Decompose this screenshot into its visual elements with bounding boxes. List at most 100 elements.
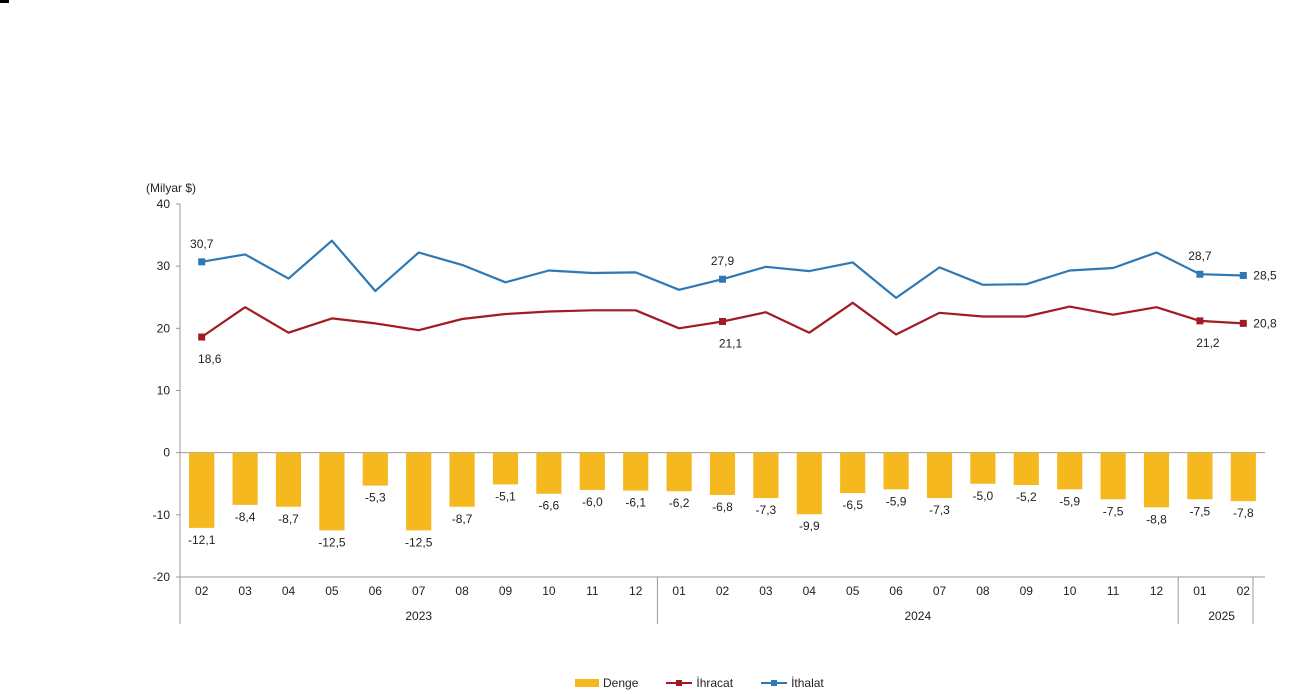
series-value-label: 18,6: [198, 352, 222, 366]
corner-mark: [0, 0, 9, 3]
legend-item-denge: Denge: [575, 676, 638, 690]
x-month-label: 09: [1020, 584, 1034, 598]
denge-value-label: -9,9: [799, 519, 820, 533]
denge-value-label: -7,5: [1103, 504, 1124, 518]
y-tick-label: 20: [157, 321, 171, 335]
denge-value-label: -6,5: [842, 498, 863, 512]
denge-bar: [753, 452, 779, 499]
x-month-label: 05: [846, 584, 860, 598]
axes-layer: 40 30 20 10 0 -10 -20 02 03 04 05 06 07 08 09 10 11 12 01 0…: [153, 197, 1265, 624]
series-marker: [198, 258, 206, 266]
denge-value-label: -8,4: [235, 510, 256, 524]
denge-value-label: -12,1: [188, 533, 216, 547]
denge-bar: [232, 452, 258, 505]
series-marker: [1196, 317, 1204, 325]
lines-layer: [198, 239, 1247, 341]
y-tick-label: -10: [153, 508, 171, 522]
x-month-label: 03: [759, 584, 773, 598]
denge-value-label: -8,8: [1146, 512, 1167, 526]
bars-layer: [189, 452, 1256, 531]
denge-bar: [1187, 452, 1213, 500]
x-month-label: 11: [586, 584, 599, 598]
x-month-label: 03: [238, 584, 252, 598]
denge-bar: [579, 452, 605, 490]
series-value-label: 28,7: [1188, 249, 1212, 263]
legend-item-ihracat: İhracat: [666, 676, 733, 690]
series-line-İthalat: [201, 239, 1244, 299]
x-month-label: 04: [282, 584, 296, 598]
denge-bar: [319, 452, 345, 531]
legend-swatch-ithalat: [761, 680, 788, 686]
denge-bar: [796, 452, 822, 515]
denge-value-label: -6,0: [582, 495, 603, 509]
series-marker: [1239, 271, 1247, 279]
y-tick-label: 10: [157, 384, 171, 398]
y-tick-label: -20: [153, 570, 171, 584]
x-month-label: 11: [1107, 584, 1120, 598]
legend-swatch-denge: [575, 679, 599, 687]
legend-swatch-ihracat: [666, 680, 693, 686]
x-month-label: 02: [1237, 584, 1251, 598]
denge-bar: [1100, 452, 1126, 500]
legend-label-denge: Denge: [603, 676, 639, 690]
denge-value-label: -6,2: [669, 496, 690, 510]
x-month-label: 02: [716, 584, 730, 598]
y-tick-label: 40: [157, 197, 171, 211]
denge-bar: [666, 452, 692, 492]
denge-value-label: -5,9: [1059, 494, 1080, 508]
denge-bar: [883, 452, 909, 490]
series-marker: [1239, 319, 1247, 327]
legend-label-ihracat: İhracat: [696, 676, 734, 690]
x-month-label: 04: [803, 584, 817, 598]
denge-bar: [1013, 452, 1039, 485]
denge-value-label: -5,3: [365, 491, 386, 505]
x-month-label: 10: [542, 584, 556, 598]
x-month-label: 10: [1063, 584, 1077, 598]
series-value-label: 20,8: [1253, 316, 1277, 330]
denge-value-label: -7,5: [1190, 504, 1211, 518]
denge-value-label: -5,9: [886, 494, 907, 508]
series-marker: [719, 275, 726, 283]
denge-bar: [449, 452, 475, 507]
legend-item-ithalat: İthalat: [761, 676, 824, 690]
x-year-label: 2024: [904, 609, 931, 623]
x-month-label: 06: [889, 584, 903, 598]
x-month-label: 12: [629, 584, 643, 598]
denge-value-label: -8,7: [452, 512, 473, 526]
legend-label-ithalat: İthalat: [791, 676, 824, 690]
denge-bar: [926, 452, 953, 499]
denge-value-label: -7,8: [1233, 506, 1254, 520]
x-year-label: 2025: [1208, 609, 1235, 623]
denge-bar: [406, 452, 432, 531]
series-marker: [1196, 270, 1204, 278]
denge-value-label: -5,1: [495, 489, 516, 503]
denge-value-label: -6,6: [539, 499, 560, 513]
series-marker: [719, 317, 726, 325]
x-month-label: 07: [412, 584, 426, 598]
unit-label: (Milyar $): [146, 181, 196, 195]
series-value-label: 21,1: [719, 336, 743, 350]
x-month-label: 08: [976, 584, 990, 598]
x-month-label: 06: [369, 584, 383, 598]
denge-value-label: -12,5: [405, 535, 433, 549]
denge-value-label: -12,5: [318, 535, 346, 549]
x-year-label: 2023: [405, 609, 432, 623]
x-month-label: 01: [672, 584, 686, 598]
denge-value-label: -6,8: [712, 500, 733, 514]
x-month-label: 07: [933, 584, 947, 598]
denge-bar: [1143, 452, 1170, 508]
x-month-label: 01: [1193, 584, 1207, 598]
denge-value-label: -8,7: [278, 512, 299, 526]
denge-bar: [1230, 452, 1256, 502]
series-marker: [198, 333, 206, 341]
series-value-label: 30,7: [190, 237, 214, 251]
x-month-label: 12: [1150, 584, 1164, 598]
denge-bar: [275, 452, 302, 507]
denge-bar: [1057, 452, 1083, 490]
denge-value-label: -7,3: [929, 503, 950, 517]
denge-bar: [189, 452, 215, 528]
denge-value-label: -5,2: [1016, 490, 1037, 504]
denge-bar: [970, 452, 996, 484]
labels-layer: -12,1 -8,4 -8,7 -12,5 -5,3 -12,5 -8,7 -5,1 -6,6 -…: [188, 237, 1277, 550]
